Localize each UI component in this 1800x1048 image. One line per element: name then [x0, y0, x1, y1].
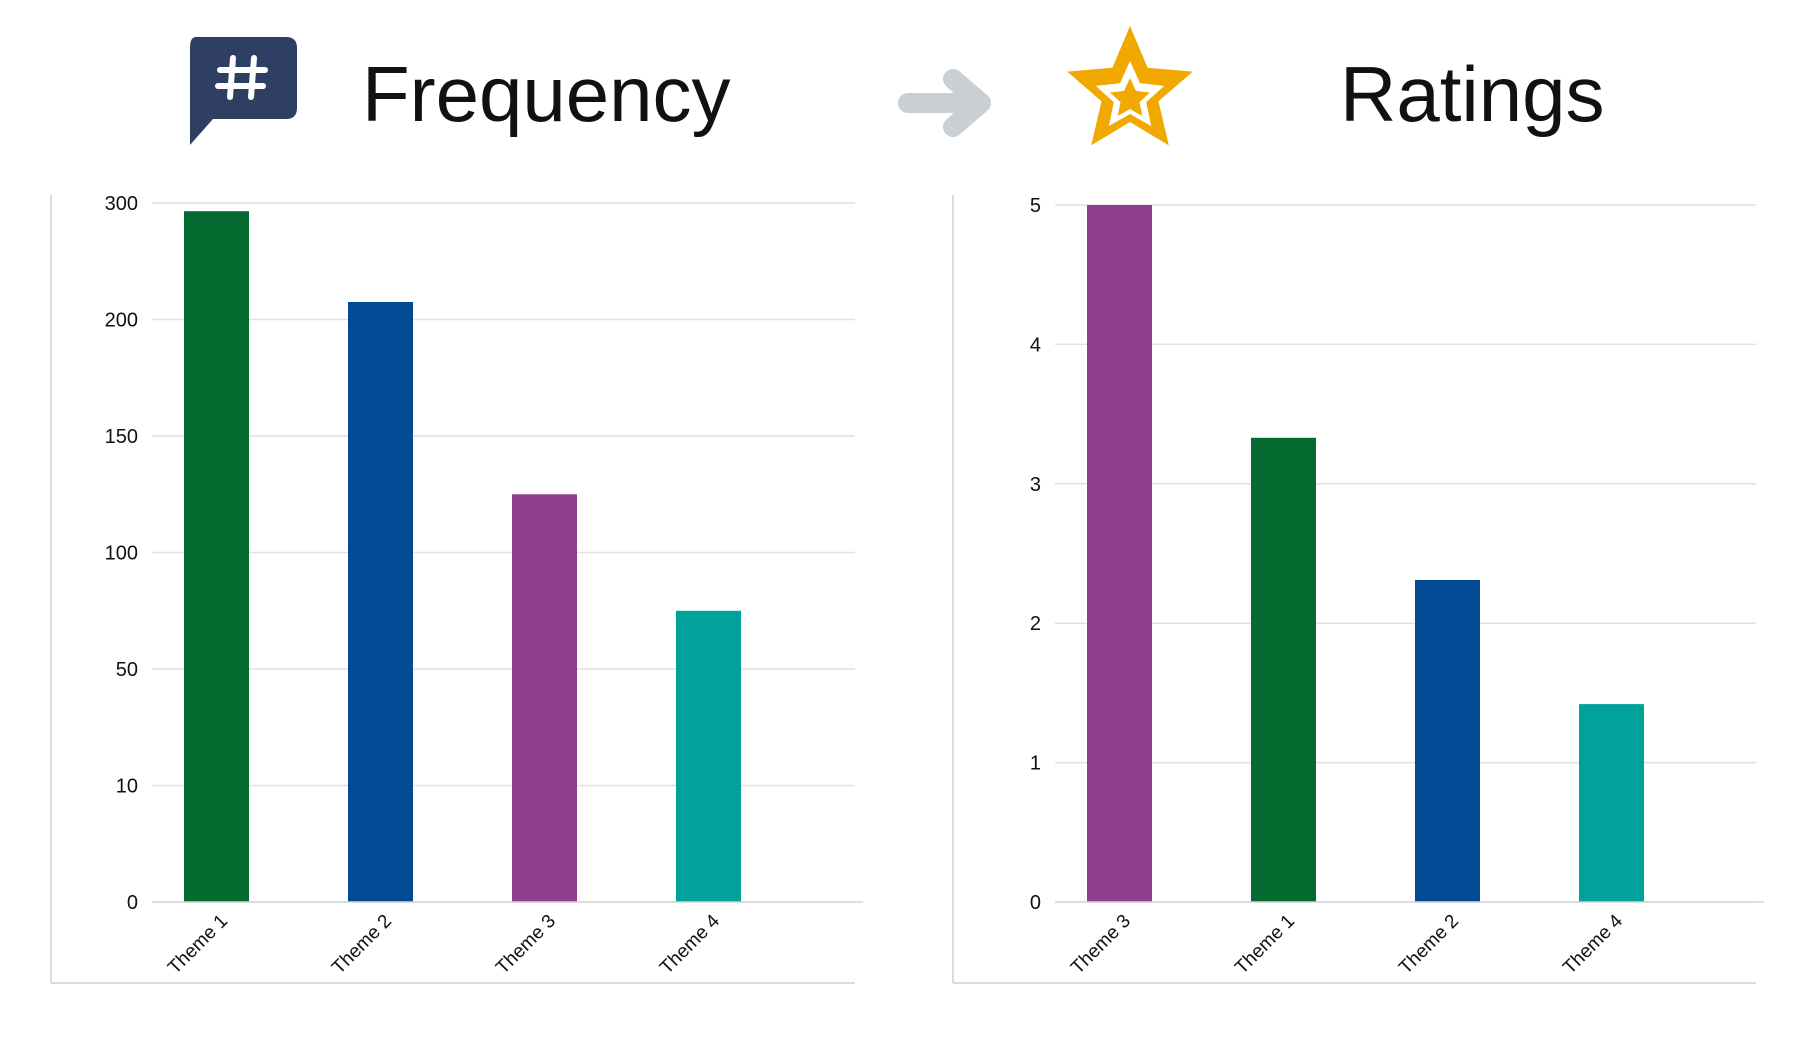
bar-theme-4 [676, 610, 741, 903]
ratings-bars [1055, 205, 1764, 903]
right-chart-title: Ratings [1340, 50, 1604, 138]
x-tick-label: Theme 2 [328, 911, 396, 979]
frequency-y-tick-labels: 0 10 50 100 150 200 300 [105, 193, 138, 914]
ratings-bar-chart: 0 1 2 3 4 5 Theme 3 Theme 1 Theme 2 Theme 4 [952, 195, 1764, 984]
y-tick-label: 200 [105, 310, 138, 332]
x-tick-label: Theme 4 [656, 910, 724, 978]
bar-theme-2 [1415, 580, 1480, 902]
arrow-right-icon [898, 69, 991, 137]
frequency-gridlines [152, 202, 855, 903]
frequency-x-tick-labels: Theme 1 Theme 2 Theme 3 Theme 4 [164, 910, 724, 978]
y-tick-label: 50 [116, 659, 138, 681]
ratings-header: Ratings [1067, 26, 1604, 146]
bar-theme-3 [1087, 205, 1152, 902]
y-tick-label: 1 [1030, 753, 1041, 775]
bar-theme-3 [512, 494, 577, 903]
star-icon [1067, 26, 1193, 146]
bar-theme-1 [1251, 437, 1316, 902]
x-tick-label: Theme 4 [1559, 910, 1627, 978]
y-tick-label: 10 [116, 776, 138, 798]
y-tick-label: 3 [1030, 474, 1041, 496]
ratings-y-tick-labels: 0 1 2 3 4 5 [1030, 195, 1041, 914]
y-tick-label: 150 [105, 426, 138, 448]
bar-theme-1 [184, 211, 249, 902]
bar-theme-4 [1579, 704, 1644, 902]
x-tick-label: Theme 1 [164, 911, 232, 979]
y-tick-label: 2 [1030, 613, 1041, 635]
ratings-x-tick-labels: Theme 3 Theme 1 Theme 2 Theme 4 [1067, 910, 1627, 978]
ratings-gridlines [1055, 204, 1756, 903]
y-tick-label: 4 [1030, 334, 1041, 356]
chart-frame [50, 195, 855, 984]
y-tick-label: 0 [127, 892, 138, 914]
y-tick-label: 0 [1030, 892, 1041, 914]
y-tick-label: 100 [105, 543, 138, 565]
frequency-header: Frequency [190, 37, 731, 145]
y-tick-label: 300 [105, 193, 138, 215]
hashtag-speech-bubble-icon [190, 37, 297, 145]
frequency-bars [152, 211, 863, 903]
x-tick-label: Theme 3 [492, 911, 560, 979]
x-tick-label: Theme 1 [1231, 911, 1299, 979]
y-tick-label: 5 [1030, 195, 1041, 217]
left-chart-title: Frequency [362, 50, 731, 138]
x-tick-label: Theme 2 [1395, 911, 1463, 979]
bar-theme-2 [348, 302, 413, 902]
x-tick-label: Theme 3 [1067, 911, 1135, 979]
chart-frame [952, 195, 1756, 984]
